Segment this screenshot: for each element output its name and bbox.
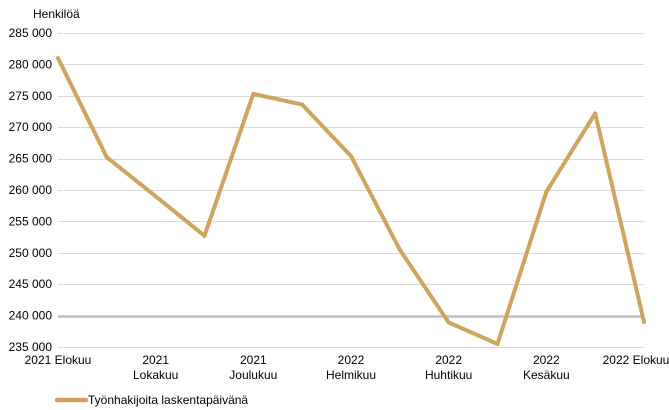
x-tick-label: 2021 Lokakuu (133, 353, 178, 382)
series-line (56, 56, 646, 346)
y-tick-label: 250 000 (9, 246, 53, 260)
y-tick-label: 270 000 (9, 120, 53, 134)
data-point (56, 56, 60, 61)
x-axis-tick-labels: 2021 Elokuu 2021 Lokakuu 2021 Joulukuu 2022 He… (25, 353, 669, 382)
y-tick-label: 265 000 (9, 152, 53, 166)
x-tick-label: 2021 Joulukuu (229, 353, 277, 382)
data-point (593, 111, 598, 116)
data-point (446, 320, 451, 325)
data-point (300, 102, 305, 107)
gridlines (58, 33, 644, 348)
y-tick-label: 240 000 (9, 309, 53, 323)
x-tick-label: 2022 Helmikuu (326, 353, 376, 382)
data-point (251, 91, 256, 96)
data-point (544, 189, 549, 194)
legend-label: Työnhakijoita laskentapäivänä (88, 393, 248, 407)
y-axis-tick-labels: 235 000 240 000 245 000 250 000 255 000 260 0… (9, 26, 53, 354)
series-lines (56, 56, 646, 346)
y-tick-label: 255 000 (9, 214, 53, 228)
x-tick-label: 2021 Elokuu (25, 353, 92, 367)
legend: Työnhakijoita laskentapäivänä (54, 393, 248, 407)
x-tick-label: 2022 Kesäkuu (523, 353, 570, 382)
y-tick-label: 235 000 (9, 340, 53, 354)
data-point (397, 247, 402, 252)
data-point (349, 154, 353, 159)
y-tick-label: 285 000 (9, 26, 53, 40)
y-tick-label: 280 000 (9, 57, 53, 71)
data-point (642, 319, 646, 324)
y-axis-title: Henkilöä (33, 7, 80, 21)
y-tick-label: 245 000 (9, 277, 53, 291)
data-point (153, 194, 158, 199)
data-point (495, 341, 500, 346)
y-tick-label: 260 000 (9, 183, 53, 197)
data-point (202, 233, 207, 238)
x-tick-label: 2022 Elokuu (603, 353, 669, 367)
x-tick-label: 2022 Huhtikuu (425, 353, 472, 382)
y-tick-label: 275 000 (9, 89, 53, 103)
data-point (104, 155, 109, 160)
